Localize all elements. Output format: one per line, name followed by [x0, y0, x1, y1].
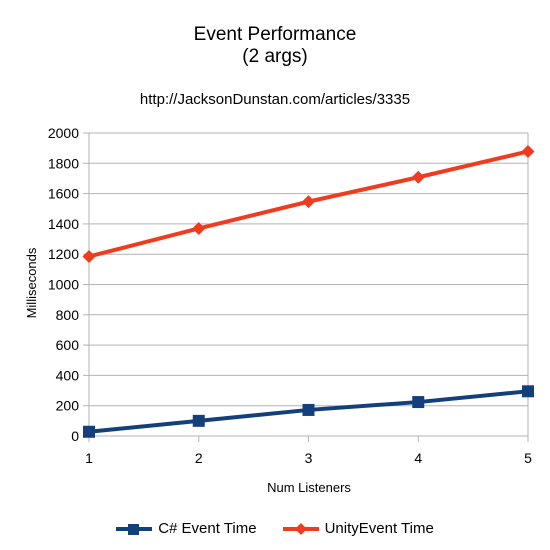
- x-tick-label: 5: [524, 450, 532, 466]
- data-point-square: [302, 403, 315, 416]
- data-point-square: [192, 414, 205, 427]
- series-markers: [82, 144, 535, 438]
- legend-swatch-square: [116, 523, 153, 535]
- data-point-diamond: [521, 144, 535, 158]
- x-tick-label: 2: [195, 450, 203, 466]
- y-tick-label: 600: [56, 337, 80, 353]
- x-tick-label: 3: [305, 450, 313, 466]
- x-tick-label: 1: [85, 450, 93, 466]
- y-tick-labels: 0 200 400 600 800 1000 1200 1400 1600 1800 2000: [48, 125, 79, 444]
- x-tick-label: 4: [414, 450, 422, 466]
- chart-title: Event Performance: [193, 24, 357, 45]
- chart-title-line2: (2 args): [242, 46, 308, 67]
- legend-label-unityevent: UnityEvent Time: [324, 520, 434, 537]
- y-tick-label: 1000: [48, 277, 79, 293]
- y-tick-label: 400: [56, 367, 80, 383]
- legend-label-csharp: C# Event Time: [158, 520, 257, 537]
- data-point-diamond: [411, 170, 425, 184]
- y-tick-label: 1200: [48, 246, 79, 262]
- y-tick-label: 1800: [48, 155, 79, 171]
- y-tick-label: 200: [56, 398, 80, 414]
- y-tick-label: 1400: [48, 216, 79, 232]
- data-point-square: [412, 396, 425, 409]
- data-point-diamond: [302, 195, 315, 209]
- data-point-diamond: [192, 221, 206, 235]
- x-axis-label: Num Listeners: [267, 480, 351, 495]
- grid-lines: [83, 132, 529, 442]
- legend-item-csharp: C# Event Time: [116, 520, 257, 537]
- legend: C# Event Time UnityEvent Time: [0, 520, 550, 537]
- data-point-square: [83, 425, 95, 438]
- y-tick-label: 1600: [48, 186, 79, 202]
- y-axis-label: Milliseconds: [24, 247, 39, 318]
- legend-swatch-diamond: [282, 522, 319, 535]
- legend-item-unityevent: UnityEvent Time: [282, 520, 434, 537]
- data-point-square: [522, 385, 534, 398]
- x-tick-labels: 1 2 3 4 5: [85, 450, 532, 466]
- y-tick-label: 0: [71, 428, 79, 444]
- chart-subtitle: http://JacksonDunstan.com/articles/3335: [139, 91, 411, 108]
- data-point-diamond: [82, 249, 96, 263]
- y-tick-label: 800: [56, 307, 80, 323]
- y-tick-label: 2000: [48, 125, 79, 141]
